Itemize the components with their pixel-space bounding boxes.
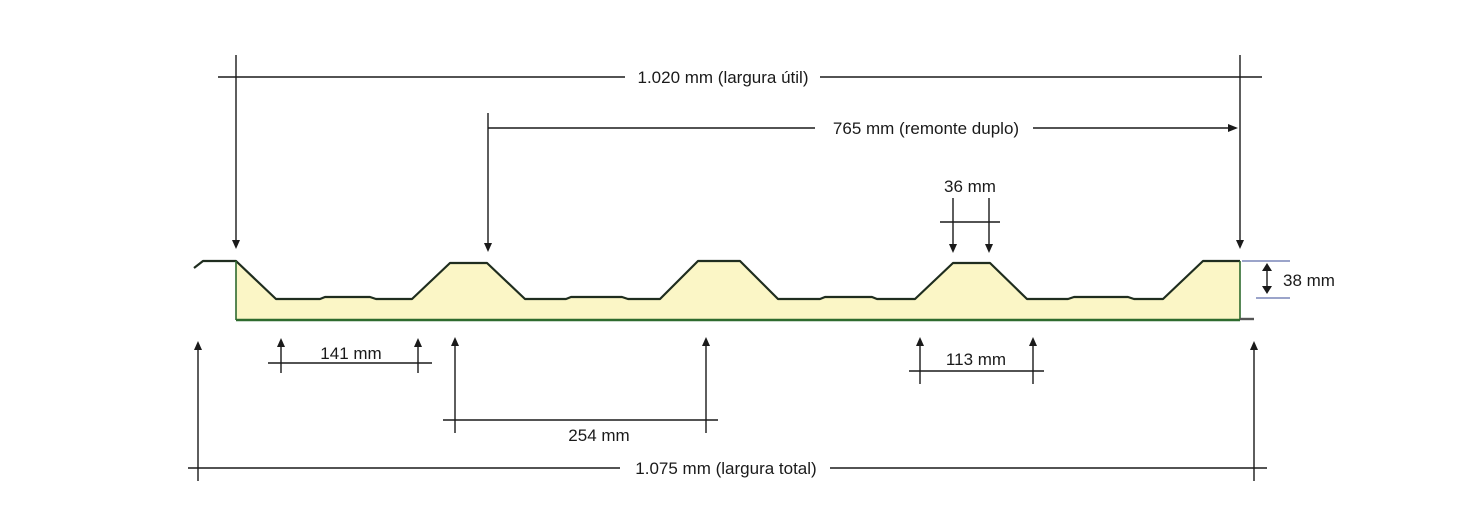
thickness-dimension: 38 mm <box>1242 260 1335 299</box>
rib-base-dimension: 113 mm <box>909 337 1044 384</box>
rib-pitch-label: 254 mm <box>568 426 629 445</box>
rib-base-label: 113 mm <box>946 350 1006 369</box>
crest-width-dimension: 36 mm <box>940 177 1000 253</box>
panel-foam-core <box>236 261 1240 319</box>
rib-pitch-dimension: 254 mm <box>443 337 718 445</box>
panel-cross-section <box>193 259 1254 322</box>
total-width-dimension: 1.075 mm (largura total) <box>188 341 1267 481</box>
thickness-label: 38 mm <box>1283 271 1335 290</box>
useful-width-label: 1.020 mm (largura útil) <box>637 68 808 87</box>
panel-top-steel-sheet <box>193 259 1240 301</box>
valley-width-dimension: 141 mm <box>268 338 432 373</box>
total-width-label: 1.075 mm (largura total) <box>635 459 816 478</box>
crest-width-label: 36 mm <box>944 177 996 196</box>
double-overlap-label: 765 mm (remonte duplo) <box>833 119 1019 138</box>
double-overlap-dimension: 765 mm (remonte duplo) <box>484 113 1238 252</box>
useful-width-dimension: 1.020 mm (largura útil) <box>218 55 1262 249</box>
valley-width-label: 141 mm <box>320 344 381 363</box>
